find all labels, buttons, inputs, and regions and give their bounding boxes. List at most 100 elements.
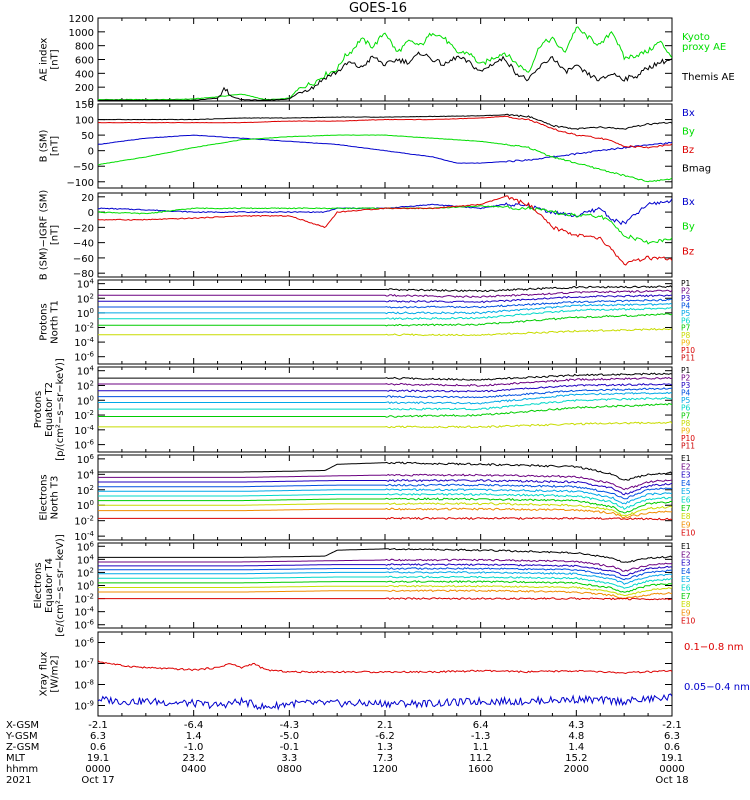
channel-label-e7: E7: [681, 592, 691, 601]
y-tick-label: 10-2: [74, 409, 94, 422]
legend-item: By: [682, 222, 695, 233]
orbit-row-label: hhmm: [6, 764, 38, 775]
series-line-e6: [98, 575, 672, 589]
y-tick-label: 10-6: [74, 439, 94, 452]
tick-exponent: 6: [90, 453, 95, 461]
y-tick-label: 104: [77, 553, 95, 566]
y-tick-label: 102: [77, 379, 94, 392]
legend-item: Bz: [682, 246, 694, 257]
orbit-value: 1.3: [377, 742, 393, 753]
orbit-value: 19.1: [87, 753, 109, 764]
y-axis-label-line: Protons: [33, 391, 44, 428]
year-label: 2021: [6, 775, 31, 786]
panel-1: 0 200 400 600 800 1000 1200 AE index[nT] Kyotopr…: [39, 14, 735, 108]
channel-label-e7: E7: [681, 504, 691, 513]
channel-label-e10: E10: [681, 617, 696, 626]
series-line-e4: [98, 567, 672, 581]
tick-exponent: 0: [90, 580, 94, 588]
y-tick-label: −50: [73, 162, 94, 173]
orbit-value: -2.1: [662, 720, 682, 731]
legend-item: proxy AE: [682, 42, 726, 53]
channel-label-p6: P6: [681, 316, 691, 325]
y-tick-label: 10-8: [74, 679, 94, 692]
tick-exponent: -2: [87, 409, 94, 417]
orbit-row-label: Y-GSM: [5, 731, 38, 742]
y-tick-label: 10-9: [74, 700, 94, 713]
orbit-value: 6.3: [90, 731, 106, 742]
orbit-value: -0.1: [280, 742, 300, 753]
channel-label-p1: P1: [681, 279, 691, 288]
series-line-e8: [98, 584, 672, 597]
tick-exponent: -2: [87, 321, 94, 329]
orbit-value: 0000: [85, 764, 110, 775]
channel-label-e5: E5: [681, 487, 691, 496]
channel-label-p6: P6: [681, 404, 691, 413]
y-tick-label: 100: [77, 307, 94, 320]
orbit-value: 6.3: [664, 731, 680, 742]
series-line-p2: [98, 376, 672, 387]
panel-2: −100 −50 0 50 100 150 B (SM)[nT] Bx By Bz Bmag: [39, 100, 712, 189]
channel-label-p7: P7: [681, 411, 691, 420]
series-line-p6: [98, 396, 672, 411]
panel-frame: [97, 192, 673, 278]
orbit-value: 7.3: [377, 753, 393, 764]
channel-label-p2: P2: [681, 374, 691, 383]
series-line-kyoto-proxy-ae: [98, 26, 672, 101]
series-line-themis-ae: [98, 51, 672, 101]
series-line-p8: [98, 420, 672, 429]
orbit-value: 4.8: [568, 731, 584, 742]
series-line-e1: [98, 547, 672, 563]
channel-label-p4: P4: [681, 301, 691, 310]
tick-exponent: -4: [87, 530, 95, 538]
channel-label-p10: P10: [681, 434, 695, 443]
tick-exponent: -6: [87, 351, 95, 359]
series-line-e5: [98, 571, 672, 585]
y-tick-label: 10-4: [74, 606, 94, 619]
series-line-e2: [98, 558, 672, 572]
y-axis-label-line: B (SM): [39, 129, 50, 162]
orbit-value: 1.4: [568, 742, 584, 753]
y-axis-label: ElectronsNorth T3: [39, 474, 61, 520]
tick-exponent: -6: [87, 439, 95, 447]
channel-label-e6: E6: [681, 496, 691, 505]
channel-label-e1: E1: [681, 542, 691, 551]
channel-label-e3: E3: [681, 559, 691, 568]
tick-exponent: -4: [87, 424, 95, 432]
y-tick-label: −100: [67, 178, 94, 189]
channel-label-e4: E4: [681, 567, 691, 576]
series-line-e7: [98, 497, 672, 514]
channel-label-e4: E4: [681, 479, 691, 488]
y-axis-label-line: Equator T4: [44, 558, 55, 613]
series-group: [98, 285, 672, 337]
y-axis-label-line: Xray flux: [39, 652, 50, 697]
channel-label-e2: E2: [681, 550, 691, 559]
tick-exponent: 0: [90, 394, 94, 402]
y-tick-label: 400: [75, 69, 94, 80]
y-tick-label: 150: [75, 100, 94, 111]
y-tick-label: 10-6: [74, 351, 94, 364]
end-date-label: Oct 18: [655, 775, 688, 786]
y-axis-label-line: Protons: [39, 303, 50, 340]
series-line-e8: [98, 502, 672, 517]
series-line-p3: [98, 382, 672, 393]
series-line-e1: [98, 461, 672, 481]
y-axis-label-line: [nT]: [50, 136, 61, 156]
y-tick-label: −20: [73, 223, 94, 234]
tick-exponent: 4: [90, 468, 95, 476]
channel-label-e8: E8: [681, 512, 691, 521]
series-line-e4: [98, 483, 672, 500]
y-axis-label-line: B (SM)−IGRF (SM): [39, 190, 50, 281]
series-group: [98, 26, 672, 101]
orbit-value: -5.0: [280, 731, 300, 742]
tick-exponent: 2: [90, 566, 94, 574]
channel-label-e9: E9: [681, 608, 691, 617]
series-line-e10: [98, 597, 672, 601]
y-tick-label: 1200: [69, 14, 94, 25]
series-group: [98, 461, 672, 521]
orbit-value: 2000: [564, 764, 589, 775]
panel-8: 10-6 10-7 10-8 10-9 Xray flux[W/m2] 0.1−0.8 n…: [39, 631, 750, 717]
y-tick-label: 10-4: [74, 424, 94, 437]
